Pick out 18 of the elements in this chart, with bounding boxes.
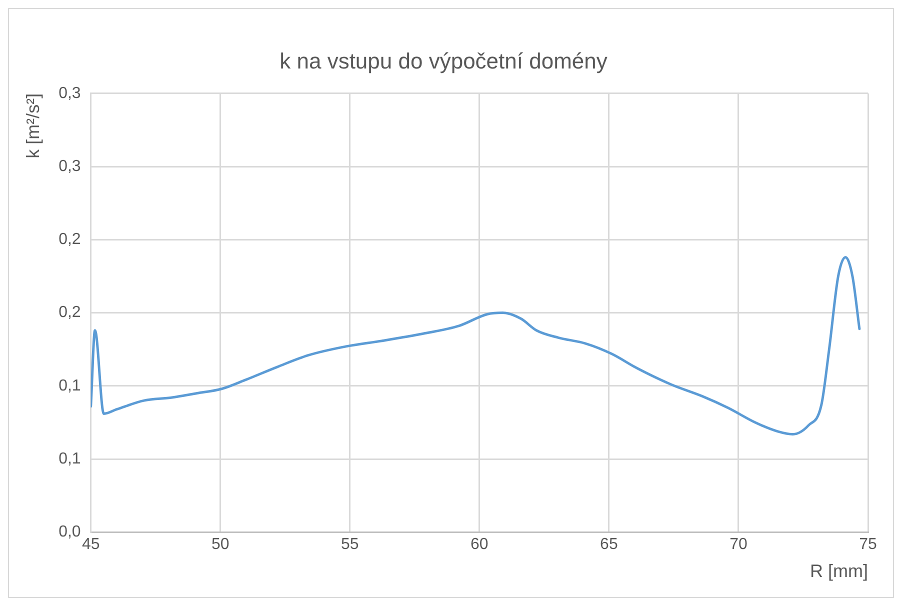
x-axis-title: R [mm] [810,561,868,582]
x-tick-label: 55 [340,536,359,554]
y-tick-label: 0,2 [58,231,81,248]
y-axis-title: k [m²/s²] [22,93,43,158]
chart-title: k na vstupu do výpočetní domény [280,48,608,74]
y-tick-label: 0,0 [58,524,81,541]
x-tick-label: 50 [211,536,230,554]
x-tick-label: 60 [470,536,488,554]
y-tick-label: 0,2 [58,304,81,322]
line-series [90,256,861,436]
y-tick-label: 0,1 [58,377,81,394]
y-tick-label: 0,3 [58,84,81,102]
x-tick-label: 70 [730,536,748,554]
x-tick-label: 65 [600,536,618,554]
x-tick-label: 75 [859,536,877,554]
x-tick-label: 45 [82,536,100,554]
y-tick-label: 0,1 [58,450,81,468]
y-tick-label: 0,3 [58,158,81,175]
